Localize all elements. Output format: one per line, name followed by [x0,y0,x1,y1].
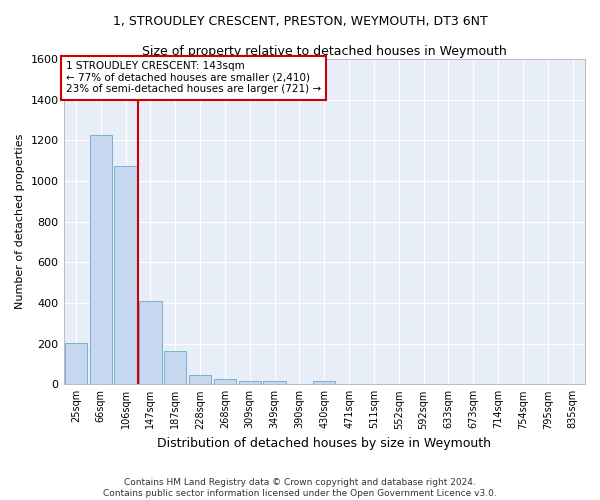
Title: Size of property relative to detached houses in Weymouth: Size of property relative to detached ho… [142,45,506,58]
Bar [65,342,87,384]
Bar [189,375,211,384]
Text: Contains HM Land Registry data © Crown copyright and database right 2024.
Contai: Contains HM Land Registry data © Crown c… [103,478,497,498]
Bar [239,381,261,384]
Bar [139,301,161,384]
Bar [115,166,137,384]
X-axis label: Distribution of detached houses by size in Weymouth: Distribution of detached houses by size … [157,437,491,450]
Bar [263,382,286,384]
Bar [214,379,236,384]
Text: 1 STROUDLEY CRESCENT: 143sqm
← 77% of detached houses are smaller (2,410)
23% of: 1 STROUDLEY CRESCENT: 143sqm ← 77% of de… [66,61,321,94]
Bar [313,382,335,384]
Bar [89,136,112,384]
Y-axis label: Number of detached properties: Number of detached properties [15,134,25,310]
Bar [164,351,187,384]
Text: 1, STROUDLEY CRESCENT, PRESTON, WEYMOUTH, DT3 6NT: 1, STROUDLEY CRESCENT, PRESTON, WEYMOUTH… [113,15,487,28]
